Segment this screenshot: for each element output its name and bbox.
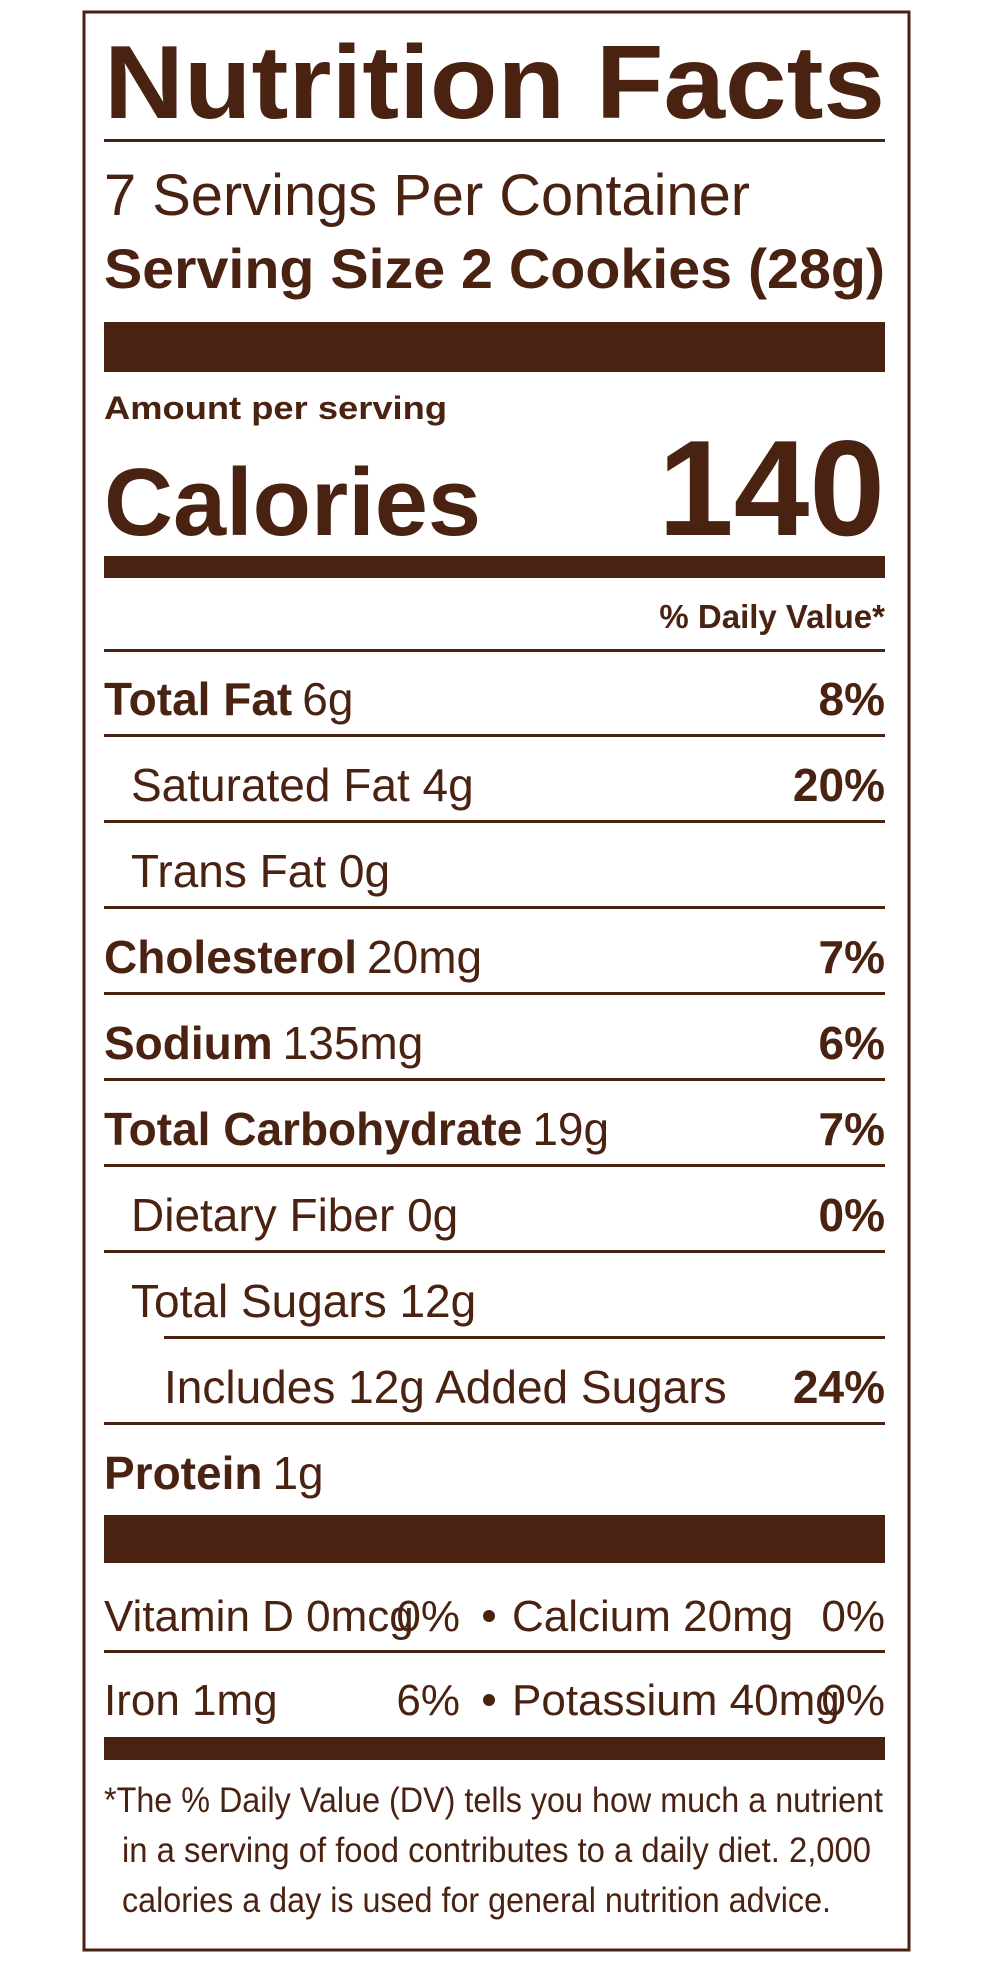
footnote-line: *The % Daily Value (DV) tells you how mu… — [104, 1781, 883, 1820]
nutrient: Saturated Fat 4g — [131, 759, 474, 811]
medium-bar — [104, 1737, 885, 1760]
calories-value: 140 — [658, 412, 885, 564]
nutrient-name: Protein — [104, 1447, 262, 1499]
dv-header: % Daily Value* — [659, 598, 885, 635]
title: Nutrition Facts — [104, 25, 885, 141]
rule — [164, 1336, 885, 1339]
daily-value: 0% — [819, 1189, 885, 1241]
nutrient: Cholesterol 20mg — [104, 931, 482, 983]
vitamin-label: Calcium 20mg — [512, 1592, 793, 1641]
vitamin-label: Iron 1mg — [104, 1676, 278, 1725]
daily-value: 8% — [819, 673, 885, 725]
nutrient-name: Cholesterol — [104, 931, 357, 983]
nutrient-name: Total Carbohydrate — [104, 1103, 522, 1155]
rule — [104, 1250, 885, 1253]
footnote-line: calories a day is used for general nutri… — [122, 1881, 831, 1920]
daily-value: 7% — [819, 931, 885, 983]
serving-size: Serving Size 2 Cookies (28g) — [104, 237, 885, 300]
rule — [104, 1078, 885, 1081]
nutrient: Total Fat 6g — [104, 673, 353, 725]
bullet — [483, 1694, 495, 1706]
vitamin-dv: 0% — [396, 1592, 460, 1641]
amount-per-serving: Amount per serving — [104, 390, 447, 426]
nutrient-label: Saturated Fat 4g — [131, 759, 474, 811]
nutrient-label: Trans Fat 0g — [131, 845, 390, 897]
footnote-line: in a serving of food contributes to a da… — [122, 1831, 871, 1870]
nutrient-amount: 20mg — [367, 931, 482, 983]
rule — [104, 1164, 885, 1167]
nutrient: Protein 1g — [104, 1447, 324, 1499]
nutrient: Dietary Fiber 0g — [131, 1189, 458, 1241]
nutrient-name: Total Fat — [104, 673, 292, 725]
rule — [104, 1650, 885, 1653]
medium-bar — [104, 556, 885, 578]
rule — [104, 906, 885, 909]
vitamin-dv: 0% — [821, 1592, 885, 1641]
daily-value: 20% — [793, 759, 885, 811]
nutrient-amount: 19g — [532, 1103, 609, 1155]
vitamin-label: Potassium 40mg — [512, 1676, 840, 1725]
thick-bar — [104, 1515, 885, 1563]
vitamin-dv: 0% — [821, 1676, 885, 1725]
nutrient-label: Total Sugars 12g — [131, 1275, 476, 1327]
rule — [104, 139, 885, 142]
nutrient-amount: 135mg — [283, 1017, 424, 1069]
servings: 7 Servings Per Container — [104, 163, 750, 228]
calories-label: Calories — [104, 449, 481, 556]
nutrient-name: Sodium — [104, 1017, 273, 1069]
daily-value: 7% — [819, 1103, 885, 1155]
nutrient: Includes 12g Added Sugars — [164, 1361, 727, 1413]
rule — [104, 820, 885, 823]
nutrient: Trans Fat 0g — [131, 845, 390, 897]
daily-value: 24% — [793, 1361, 885, 1413]
rule — [104, 734, 885, 737]
nutrient: Sodium 135mg — [104, 1017, 423, 1069]
nutrient-amount: 1g — [272, 1447, 323, 1499]
nutrient: Total Sugars 12g — [131, 1275, 476, 1327]
nutrient-label: Dietary Fiber 0g — [131, 1189, 458, 1241]
rule — [104, 1422, 885, 1425]
daily-value: 6% — [819, 1017, 885, 1069]
nutrient-amount: 6g — [302, 673, 353, 725]
thick-bar — [104, 322, 885, 372]
nutrient-label: Includes 12g Added Sugars — [164, 1361, 727, 1413]
vitamin-label: Vitamin D 0mcg — [104, 1592, 414, 1641]
bullet — [483, 1610, 495, 1622]
rule — [104, 649, 885, 652]
rule — [104, 992, 885, 995]
nutrient: Total Carbohydrate 19g — [104, 1103, 609, 1155]
vitamin-dv: 6% — [396, 1676, 460, 1725]
